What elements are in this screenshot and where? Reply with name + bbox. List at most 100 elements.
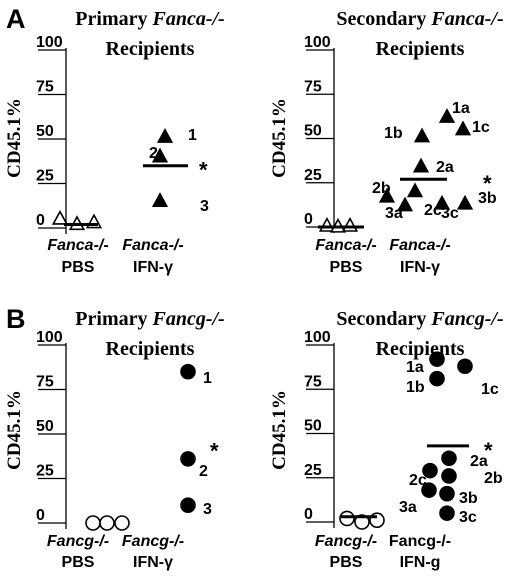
x-category-label: Fancg-/-: [47, 533, 109, 550]
y-tick-label: 50: [36, 418, 54, 435]
group-2: 1 2 3 * Fanca-/- IFN-γ: [122, 127, 209, 276]
group-1: Fanca-/- PBS: [47, 209, 109, 276]
data-point: [454, 120, 472, 136]
point-label: 2a: [436, 159, 454, 176]
chart-title-line2: Recipients: [106, 38, 195, 60]
y-tick-label: 0: [304, 506, 313, 523]
point-label: 3b: [478, 190, 497, 207]
point-label: 1: [203, 370, 212, 387]
y-tick-label: 100: [36, 34, 63, 51]
point-label: 1b: [406, 379, 425, 396]
point-label: 1a: [406, 359, 424, 376]
data-point: [422, 462, 438, 479]
x-category-label: Fancg-/-: [315, 533, 377, 550]
y-tick-label: 25: [36, 168, 54, 185]
x-category-sublabel: PBS: [330, 554, 363, 571]
x-category-label: Fanca-/-: [122, 237, 183, 254]
point-label: 3: [200, 198, 209, 215]
data-point: [429, 351, 445, 367]
point-label: 1a: [452, 100, 470, 117]
x-category-label: Fanca-/-: [47, 237, 108, 254]
y-tick-label: 75: [36, 374, 54, 391]
chart-panel-3: B Primary Fancg-/- Recipients CD45.1% 0 25 50 7…: [4, 304, 225, 571]
chart-panel-4: Secondary Fancg-/- Recipients CD45.1% 0 25 50…: [269, 308, 504, 571]
data-point: [151, 147, 169, 163]
data-point: [421, 482, 437, 498]
x-category-label: Fanca-/-: [315, 237, 376, 254]
chart-title: Primary Fanca-/-: [75, 8, 224, 30]
data-point: [85, 515, 101, 531]
x-category-sublabel: IFN-γ: [133, 259, 173, 276]
chart-title-line2: Recipients: [376, 338, 465, 360]
data-point: [439, 505, 455, 521]
data-point: [151, 192, 169, 207]
y-axis-label: CD45.1%: [4, 390, 25, 470]
data-point: [339, 510, 355, 527]
point-label: 3a: [385, 205, 403, 222]
y-tick-label: 0: [304, 211, 313, 228]
point-label: 1c: [481, 381, 499, 398]
data-point: [412, 157, 430, 173]
y-tick-label: 0: [36, 212, 45, 229]
point-label: 3c: [441, 205, 459, 222]
chart-title-line2: Recipients: [376, 38, 465, 60]
y-tick-label: 100: [36, 329, 63, 346]
x-category-sublabel: PBS: [62, 259, 95, 276]
point-label: 1: [188, 127, 197, 144]
data-point: [413, 127, 431, 143]
y-tick-label: 75: [304, 373, 322, 390]
data-point: [180, 497, 196, 514]
point-label: 2: [199, 463, 208, 480]
y-tick-label: 0: [36, 507, 45, 524]
y-tick-label: 100: [304, 329, 331, 346]
y-tick-label: 75: [36, 79, 54, 96]
point-label: 2b: [484, 470, 503, 487]
significance-marker: *: [199, 158, 208, 183]
significance-marker: *: [483, 171, 492, 196]
data-point: [180, 363, 196, 380]
data-point: [99, 515, 115, 531]
point-label: 3c: [459, 509, 477, 526]
data-point: [378, 187, 396, 203]
y-tick-label: 50: [304, 418, 322, 435]
data-point: [439, 485, 455, 502]
point-label: 1c: [472, 119, 490, 136]
data-point: [51, 209, 69, 225]
group-1: Fancg-/- PBS: [47, 515, 130, 571]
significance-marker: *: [210, 438, 219, 463]
y-tick-label: 25: [304, 167, 322, 184]
y-tick-label: 25: [36, 463, 54, 480]
point-label: 2b: [372, 180, 391, 197]
y-tick-label: 50: [36, 123, 54, 140]
y-axis-label: CD45.1%: [269, 390, 290, 470]
data-point: [156, 128, 174, 143]
x-category-label: Fancg-/-: [122, 533, 184, 550]
panel-label: A: [6, 4, 26, 34]
x-category-sublabel: PBS: [330, 259, 363, 276]
x-category-sublabel: IFN-g: [400, 554, 441, 571]
x-category-sublabel: IFN-γ: [133, 554, 173, 571]
x-category-sublabel: PBS: [62, 554, 95, 571]
chart-panel-1: A Primary Fanca-/- Recipients CD45.1% 0 25 50 7…: [4, 4, 225, 276]
data-point: [441, 450, 457, 467]
data-point: [456, 194, 474, 210]
x-category-sublabel: IFN-γ: [400, 259, 440, 276]
data-point: [396, 196, 414, 212]
y-axis-label: CD45.1%: [4, 98, 25, 178]
point-label: 3b: [459, 490, 478, 507]
data-point: [180, 451, 196, 467]
point-label: 2c: [409, 472, 427, 489]
point-label: 3a: [399, 499, 417, 516]
chart-title: Secondary Fanca-/-: [336, 8, 503, 30]
x-category-label: Fancg-/-: [389, 533, 451, 550]
data-point: [354, 514, 370, 530]
y-tick-label: 50: [304, 123, 322, 140]
data-point: [341, 216, 359, 232]
data-point: [429, 370, 445, 387]
y-tick-label: 100: [304, 34, 331, 51]
chart-title: Primary Fancg-/-: [75, 308, 224, 330]
chart-title: Secondary Fancg-/-: [336, 308, 503, 330]
y-tick-label: 25: [304, 462, 322, 479]
